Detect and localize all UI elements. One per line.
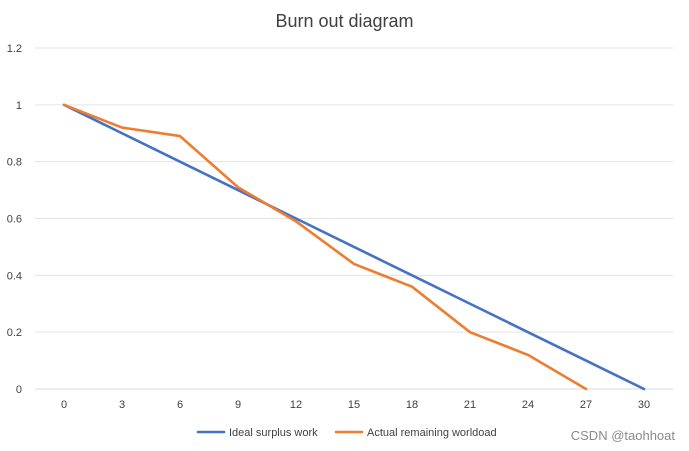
x-tick-label: 12 [290, 399, 302, 411]
x-tick-label: 24 [522, 399, 534, 411]
series-line-1 [62, 103, 588, 391]
series-line-0 [62, 103, 646, 391]
x-tick-label: 3 [119, 399, 125, 411]
x-tick-label: 15 [348, 399, 360, 411]
x-tick-label: 9 [235, 399, 241, 411]
legend: Ideal surplus work Actual remaining world… [196, 427, 497, 439]
y-tick-label: 0.8 [7, 157, 22, 169]
legend-label-1: Actual remaining worldoad [367, 427, 497, 439]
x-tick-label: 0 [61, 399, 67, 411]
x-tick-label: 30 [638, 399, 650, 411]
y-tick-label: 0.2 [7, 327, 22, 339]
y-tick-label: 1.2 [7, 43, 22, 55]
y-axis-tick-labels: 0 0.2 0.4 0.6 0.8 1 1.2 [7, 43, 22, 396]
chart-title: Burn out diagram [275, 11, 413, 31]
x-axis-tick-labels: 0 3 6 9 12 15 18 21 24 27 30 [61, 399, 650, 411]
y-tick-label: 0.4 [7, 270, 22, 282]
x-tick-label: 6 [177, 399, 183, 411]
legend-label-0: Ideal surplus work [229, 427, 318, 439]
y-tick-label: 0.6 [7, 214, 22, 226]
gridlines [35, 47, 673, 390]
series-lines [62, 103, 646, 391]
watermark: CSDN @taohhoat [570, 428, 675, 443]
y-tick-label: 0 [16, 384, 22, 396]
x-tick-label: 21 [464, 399, 476, 411]
y-tick-label: 1 [16, 100, 22, 112]
x-tick-label: 18 [406, 399, 418, 411]
x-tick-label: 27 [580, 399, 592, 411]
